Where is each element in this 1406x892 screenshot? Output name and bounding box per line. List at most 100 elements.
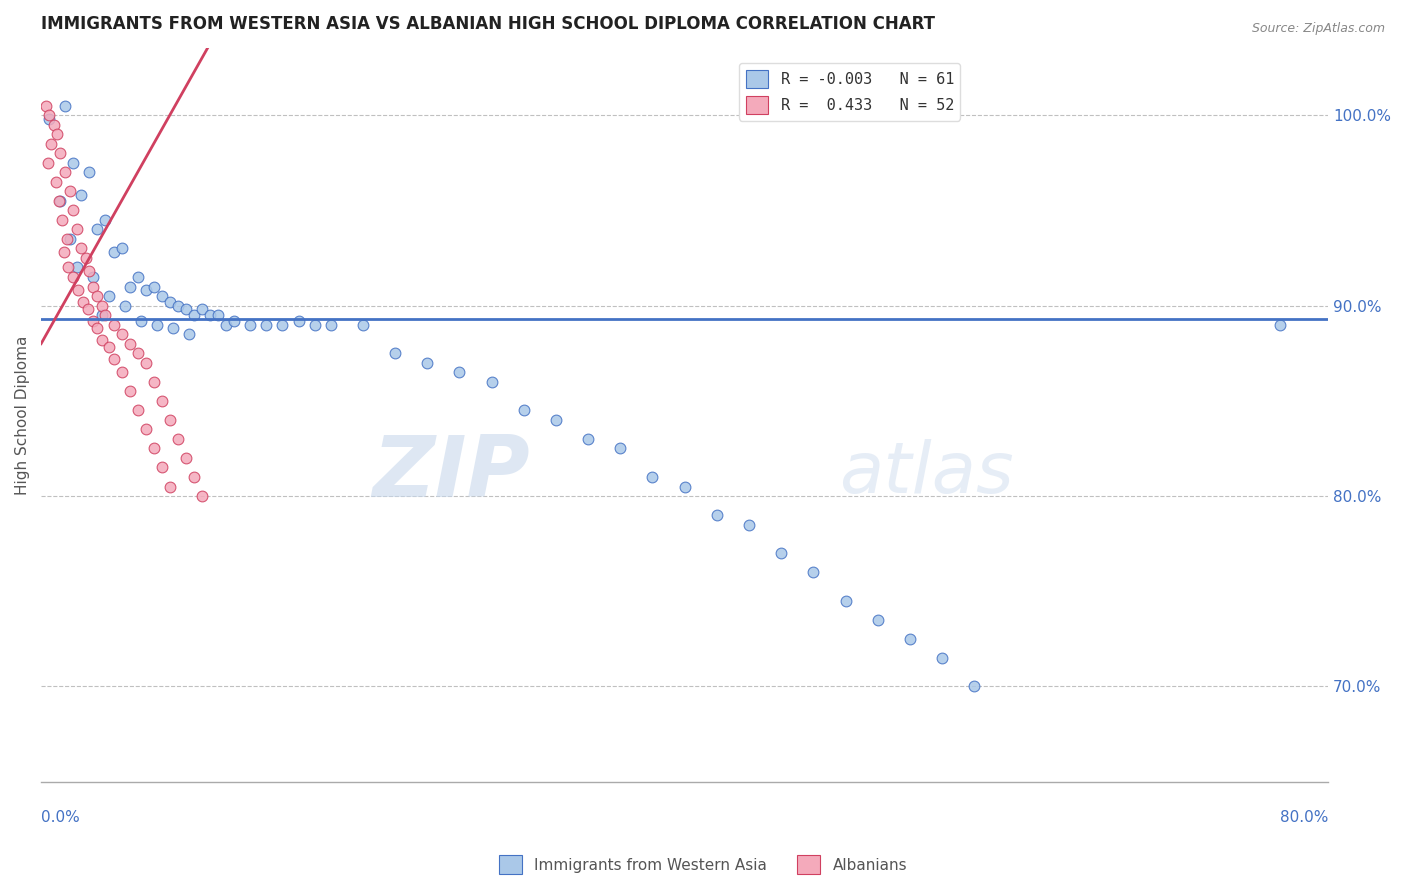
Point [127,270,149,285]
Point [38,112,60,126]
Point [53,165,76,179]
Point [86,321,108,335]
Point [215,318,238,332]
Point [82,314,104,328]
Point [191,302,214,317]
Point [38,108,60,122]
Point [174,450,197,465]
Point [135,283,157,297]
Point [142,279,165,293]
Point [42,118,65,132]
Point [49,194,72,208]
Point [150,393,173,408]
Point [62,270,84,285]
Point [75,251,97,265]
Point [150,289,173,303]
Point [91,308,114,322]
Y-axis label: High School Diploma: High School Diploma [15,335,30,495]
Point [207,308,229,322]
Point [1268,318,1291,332]
Point [963,680,986,694]
Point [183,308,205,322]
Point [127,346,149,360]
Point [65,260,87,275]
Point [94,212,117,227]
Point [118,336,141,351]
Point [135,422,157,436]
Point [287,314,309,328]
Point [174,302,197,317]
Point [97,341,120,355]
Point [239,318,262,332]
Point [67,283,90,297]
Text: IMMIGRANTS FROM WESTERN ASIA VS ALBANIAN HIGH SCHOOL DIPLOMA CORRELATION CHART: IMMIGRANTS FROM WESTERN ASIA VS ALBANIAN… [41,15,935,33]
Text: 0.0%: 0.0% [41,810,80,825]
Point [304,318,326,332]
Point [513,403,536,417]
Point [224,314,246,328]
Point [79,165,101,179]
Text: 80.0%: 80.0% [1279,810,1329,825]
Point [114,299,136,313]
Text: atlas: atlas [839,439,1014,508]
Point [159,294,181,309]
Point [898,632,921,646]
Point [384,346,406,360]
Point [110,365,132,379]
Point [142,442,165,456]
Point [162,321,184,335]
Point [641,470,664,484]
Point [931,651,953,665]
Point [70,242,93,256]
Point [129,314,152,328]
Point [191,489,214,503]
Point [449,365,471,379]
Text: ZIP: ZIP [373,433,530,516]
Point [127,403,149,417]
Text: Source: ZipAtlas.com: Source: ZipAtlas.com [1251,22,1385,36]
Point [609,442,631,456]
Point [135,356,157,370]
Point [544,413,567,427]
Point [82,270,104,285]
Point [49,146,72,161]
Point [198,308,221,322]
Point [118,384,141,399]
Point [97,289,120,303]
Point [51,212,73,227]
Point [82,279,104,293]
Legend: R = -0.003   N = 61, R =  0.433   N = 52: R = -0.003 N = 61, R = 0.433 N = 52 [740,63,960,120]
Point [179,327,201,342]
Point [481,375,503,389]
Point [142,375,165,389]
Point [48,194,70,208]
Point [254,318,277,332]
Point [271,318,294,332]
Point [35,98,58,112]
Point [576,432,599,446]
Point [79,264,101,278]
Point [91,333,114,347]
Point [62,203,84,218]
Point [150,460,173,475]
Point [110,327,132,342]
Point [834,594,856,608]
Point [159,479,181,493]
Point [183,470,205,484]
Point [706,508,728,522]
Point [673,479,696,493]
Point [37,155,59,169]
Point [86,289,108,303]
Point [118,279,141,293]
Point [86,222,108,236]
Point [319,318,342,332]
Point [110,242,132,256]
Point [76,302,98,317]
Point [53,98,76,112]
Point [416,356,439,370]
Point [46,127,69,141]
Point [103,351,125,366]
Legend: Immigrants from Western Asia, Albanians: Immigrants from Western Asia, Albanians [492,849,914,880]
Point [45,175,67,189]
Point [866,613,889,627]
